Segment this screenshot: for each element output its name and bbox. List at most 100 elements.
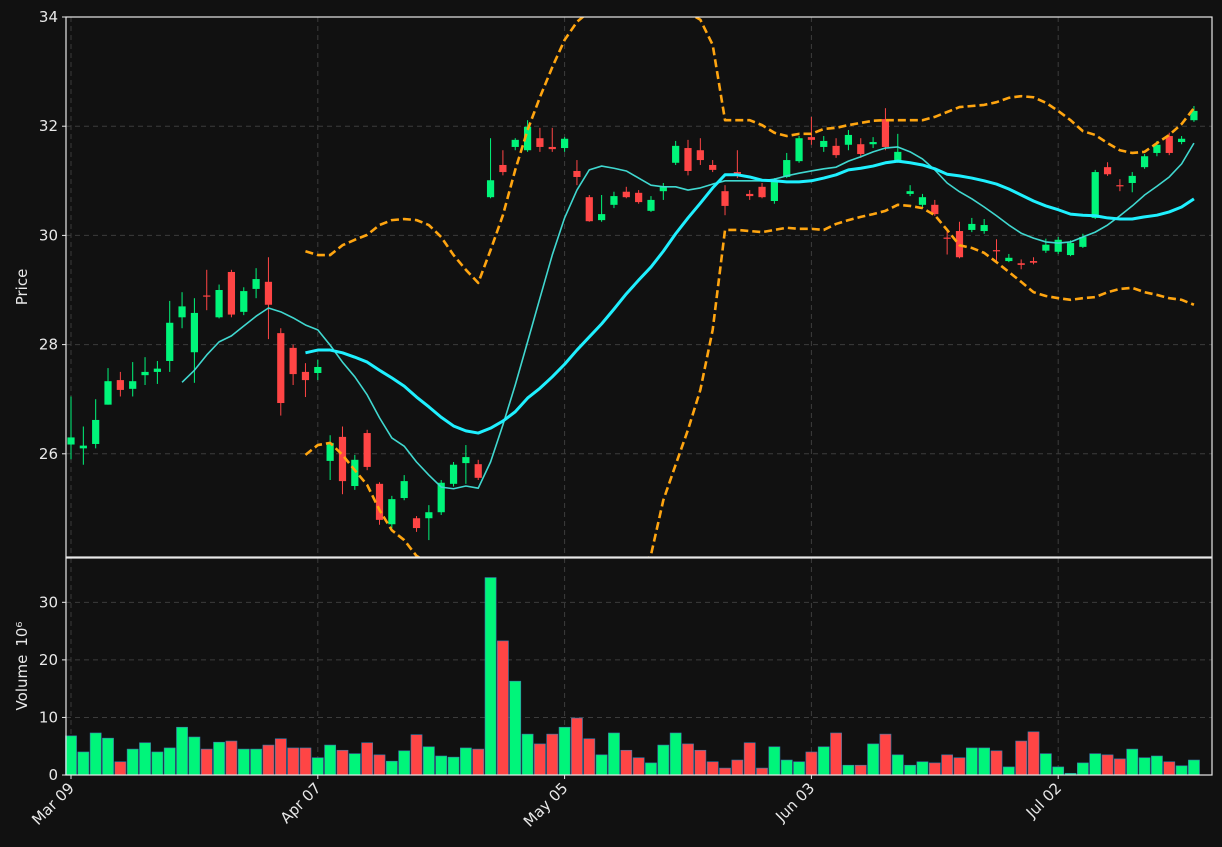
- candle-body: [141, 371, 149, 376]
- volume-bar: [262, 744, 275, 776]
- candle-body: [672, 145, 680, 163]
- candle-body: [869, 142, 877, 145]
- volume-bar: [237, 748, 250, 776]
- volume-bar: [768, 746, 781, 776]
- volume-bar: [854, 764, 867, 776]
- volume-bar: [1027, 731, 1040, 776]
- price-tick-label: 28: [39, 336, 58, 354]
- candle-body: [721, 191, 729, 206]
- volume-bar: [1151, 755, 1163, 776]
- candle-body: [770, 180, 778, 202]
- volume-bar: [472, 748, 485, 776]
- candle-body: [943, 237, 951, 239]
- candle-body: [388, 499, 396, 525]
- volume-bar: [423, 746, 435, 776]
- candle-body: [1128, 175, 1136, 183]
- volume-bar: [879, 733, 892, 776]
- candle-body: [980, 225, 988, 232]
- candle-body: [1165, 136, 1173, 153]
- volume-bar: [410, 734, 423, 776]
- volume-bar: [213, 741, 225, 776]
- candle-body: [906, 191, 914, 194]
- candle-body: [610, 196, 618, 205]
- volume-bar: [176, 726, 188, 776]
- candle-body: [462, 457, 470, 464]
- volume-bar: [250, 748, 262, 776]
- candle-body: [561, 138, 569, 149]
- volume-bar: [1126, 748, 1139, 776]
- price-tick-label: 30: [39, 226, 58, 244]
- volume-bar: [891, 754, 904, 776]
- volume-bar: [299, 747, 312, 776]
- candle-body: [647, 199, 655, 211]
- candle-body: [425, 512, 433, 519]
- volume-tick-label: 10: [39, 708, 58, 726]
- candle-body: [92, 419, 100, 444]
- candle-body: [326, 442, 334, 461]
- volume-bar: [89, 732, 102, 776]
- candle-body: [190, 312, 198, 353]
- candle-body: [301, 371, 310, 381]
- candle-body: [474, 464, 482, 478]
- candle-body: [820, 140, 828, 147]
- volume-bar: [497, 640, 509, 776]
- volume-bar: [830, 732, 842, 776]
- candle-body: [1005, 257, 1013, 262]
- volume-bar: [348, 753, 361, 776]
- volume-bar: [509, 680, 522, 776]
- overlay-line: [181, 142, 1195, 490]
- candle-body: [1116, 185, 1124, 187]
- candle-body: [153, 368, 161, 372]
- volume-bar: [645, 762, 657, 776]
- candle-body: [227, 271, 236, 315]
- volume-bar: [965, 747, 978, 776]
- candle-body: [635, 192, 643, 203]
- candle-body: [79, 445, 87, 449]
- volume-bar: [817, 746, 830, 776]
- volume-bar: [521, 733, 534, 776]
- volume-bar: [1089, 753, 1102, 776]
- candle-body: [351, 459, 359, 487]
- volume-bar: [558, 726, 571, 776]
- candle-body: [659, 186, 667, 192]
- volume-bar: [1114, 758, 1126, 776]
- overlay-line: [305, 17, 1195, 285]
- volume-bar: [385, 760, 398, 776]
- volume-bar: [151, 751, 164, 776]
- volume-bar: [978, 747, 991, 776]
- candle-body: [918, 197, 927, 205]
- volume-bar: [102, 737, 114, 776]
- volume-bar: [657, 744, 670, 776]
- volume-bar: [571, 717, 583, 776]
- volume-bar: [608, 732, 620, 776]
- volume-bar: [336, 749, 349, 776]
- volume-bar: [1101, 754, 1114, 776]
- candle-body: [696, 150, 704, 161]
- volume-bar: [694, 749, 707, 776]
- candle-body: [598, 214, 606, 221]
- candle-body: [992, 250, 1001, 252]
- candle-body: [536, 138, 544, 147]
- volume-bar: [200, 748, 213, 776]
- volume-bar: [1163, 761, 1176, 776]
- volume-bar: [916, 761, 929, 776]
- candle-body: [116, 380, 124, 390]
- volume-bar: [941, 754, 953, 776]
- volume-bar: [163, 747, 176, 776]
- candle-body: [1017, 263, 1025, 265]
- volume-bar: [1138, 757, 1151, 776]
- candle-body: [104, 381, 112, 405]
- volume-bar: [756, 767, 768, 776]
- grid: [66, 16, 1212, 776]
- candle-body: [289, 347, 297, 375]
- volume-bar: [805, 751, 818, 776]
- volume-axis-offset: 10⁶: [13, 622, 31, 647]
- volume-bar: [534, 743, 546, 776]
- price-tick-label: 26: [39, 445, 58, 463]
- candle-body: [548, 146, 556, 150]
- price-frame: [65, 16, 1213, 558]
- candle-body: [709, 164, 717, 170]
- candle-body: [338, 436, 347, 482]
